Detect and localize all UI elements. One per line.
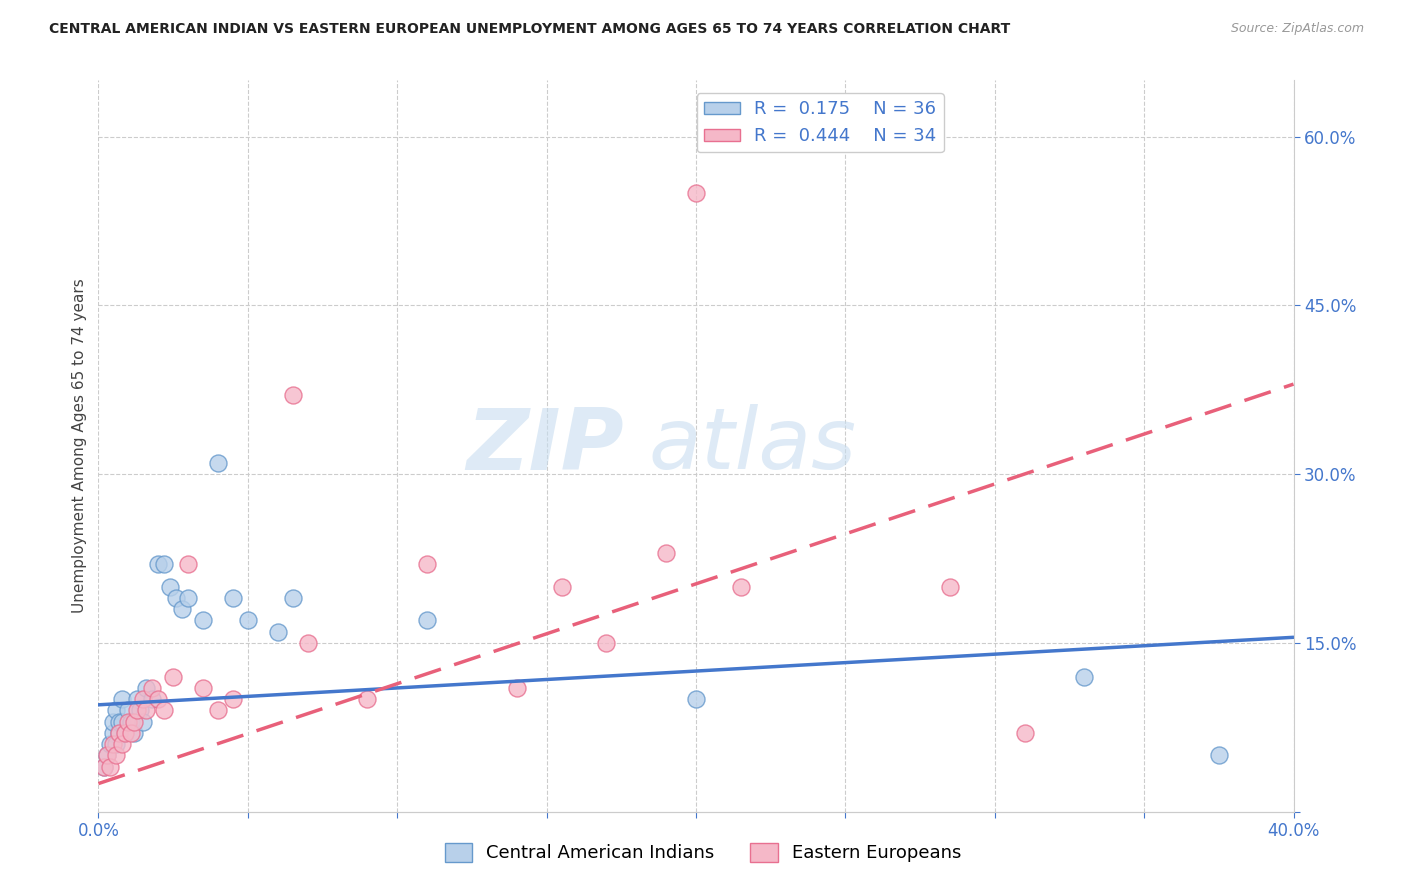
Point bbox=[148, 557, 170, 571]
Point bbox=[141, 692, 163, 706]
Point bbox=[135, 681, 157, 695]
Point bbox=[236, 614, 259, 628]
Point bbox=[297, 636, 319, 650]
Point bbox=[281, 591, 304, 605]
Text: Source: ZipAtlas.com: Source: ZipAtlas.com bbox=[1230, 22, 1364, 36]
Point bbox=[207, 703, 229, 717]
Point bbox=[222, 591, 245, 605]
Point bbox=[120, 726, 142, 740]
Point bbox=[177, 591, 200, 605]
Point bbox=[177, 557, 200, 571]
Point bbox=[685, 692, 707, 706]
Point bbox=[108, 726, 131, 740]
Point bbox=[105, 703, 128, 717]
Point bbox=[506, 681, 529, 695]
Point bbox=[103, 726, 125, 740]
Point bbox=[93, 760, 115, 774]
Point bbox=[105, 737, 128, 751]
Point bbox=[165, 591, 187, 605]
Point bbox=[108, 726, 131, 740]
Point bbox=[1014, 726, 1036, 740]
Point bbox=[105, 748, 128, 763]
Point bbox=[153, 703, 176, 717]
Point bbox=[114, 726, 136, 740]
Point bbox=[117, 714, 139, 729]
Point bbox=[129, 703, 152, 717]
Point bbox=[148, 692, 170, 706]
Point bbox=[595, 636, 617, 650]
Point bbox=[132, 714, 155, 729]
Point bbox=[1073, 670, 1095, 684]
Point bbox=[93, 760, 115, 774]
Point bbox=[108, 714, 131, 729]
Point bbox=[98, 760, 122, 774]
Point bbox=[1208, 748, 1230, 763]
Point bbox=[191, 681, 214, 695]
Point bbox=[98, 737, 122, 751]
Point bbox=[141, 681, 163, 695]
Text: ZIP: ZIP bbox=[467, 404, 624, 488]
Point bbox=[356, 692, 378, 706]
Point bbox=[281, 388, 304, 402]
Point bbox=[172, 602, 194, 616]
Point bbox=[655, 546, 678, 560]
Point bbox=[111, 692, 134, 706]
Point bbox=[132, 692, 155, 706]
Point bbox=[111, 714, 134, 729]
Point bbox=[114, 726, 136, 740]
Text: CENTRAL AMERICAN INDIAN VS EASTERN EUROPEAN UNEMPLOYMENT AMONG AGES 65 TO 74 YEA: CENTRAL AMERICAN INDIAN VS EASTERN EUROP… bbox=[49, 22, 1011, 37]
Legend: Central American Indians, Eastern Europeans: Central American Indians, Eastern Europe… bbox=[437, 836, 969, 870]
Point bbox=[267, 624, 290, 639]
Point bbox=[730, 580, 752, 594]
Point bbox=[222, 692, 245, 706]
Point bbox=[685, 186, 707, 200]
Point bbox=[153, 557, 176, 571]
Point bbox=[120, 714, 142, 729]
Point bbox=[162, 670, 184, 684]
Point bbox=[127, 703, 149, 717]
Y-axis label: Unemployment Among Ages 65 to 74 years: Unemployment Among Ages 65 to 74 years bbox=[72, 278, 87, 614]
Point bbox=[96, 748, 118, 763]
Point bbox=[159, 580, 181, 594]
Point bbox=[207, 456, 229, 470]
Point bbox=[939, 580, 962, 594]
Point bbox=[416, 614, 439, 628]
Point bbox=[124, 726, 146, 740]
Point bbox=[550, 580, 572, 594]
Legend: R =  0.175    N = 36, R =  0.444    N = 34: R = 0.175 N = 36, R = 0.444 N = 34 bbox=[696, 93, 943, 153]
Point bbox=[127, 692, 149, 706]
Text: atlas: atlas bbox=[648, 404, 856, 488]
Point bbox=[135, 703, 157, 717]
Point bbox=[117, 703, 139, 717]
Point bbox=[111, 737, 134, 751]
Point bbox=[103, 737, 125, 751]
Point bbox=[96, 748, 118, 763]
Point bbox=[416, 557, 439, 571]
Point bbox=[103, 714, 125, 729]
Point bbox=[191, 614, 214, 628]
Point bbox=[124, 714, 146, 729]
